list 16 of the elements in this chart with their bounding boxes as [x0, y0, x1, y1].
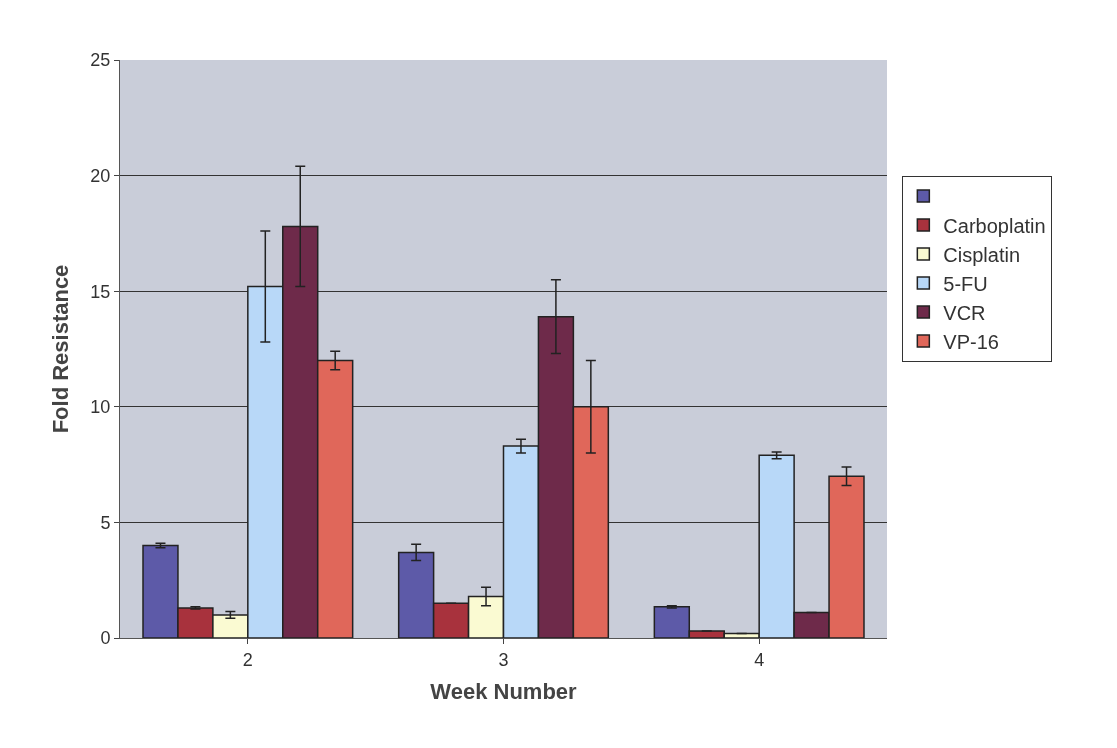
y-tick-label: 5 — [100, 512, 111, 533]
y-tick-label: 10 — [90, 397, 111, 418]
legend-label: Carboplatin — [943, 214, 1046, 237]
legend-label: Cisplatin — [943, 243, 1021, 266]
x-axis-title: Week Number — [430, 679, 578, 705]
y-tick-label: 25 — [90, 50, 111, 71]
y-tick-label: 20 — [90, 165, 111, 186]
legend-label: 5-FU — [943, 272, 988, 295]
x-tick-label: 2 — [242, 649, 253, 670]
y-axis-title: Fold Resistance — [48, 264, 74, 434]
y-tick-label: 0 — [100, 628, 111, 649]
x-tick-label: 3 — [498, 649, 509, 670]
y-tick-label: 15 — [90, 281, 111, 302]
x-tick-label: 4 — [754, 649, 765, 670]
legend-label: VCR — [943, 301, 986, 324]
legend-label: VP-16 — [943, 330, 999, 353]
